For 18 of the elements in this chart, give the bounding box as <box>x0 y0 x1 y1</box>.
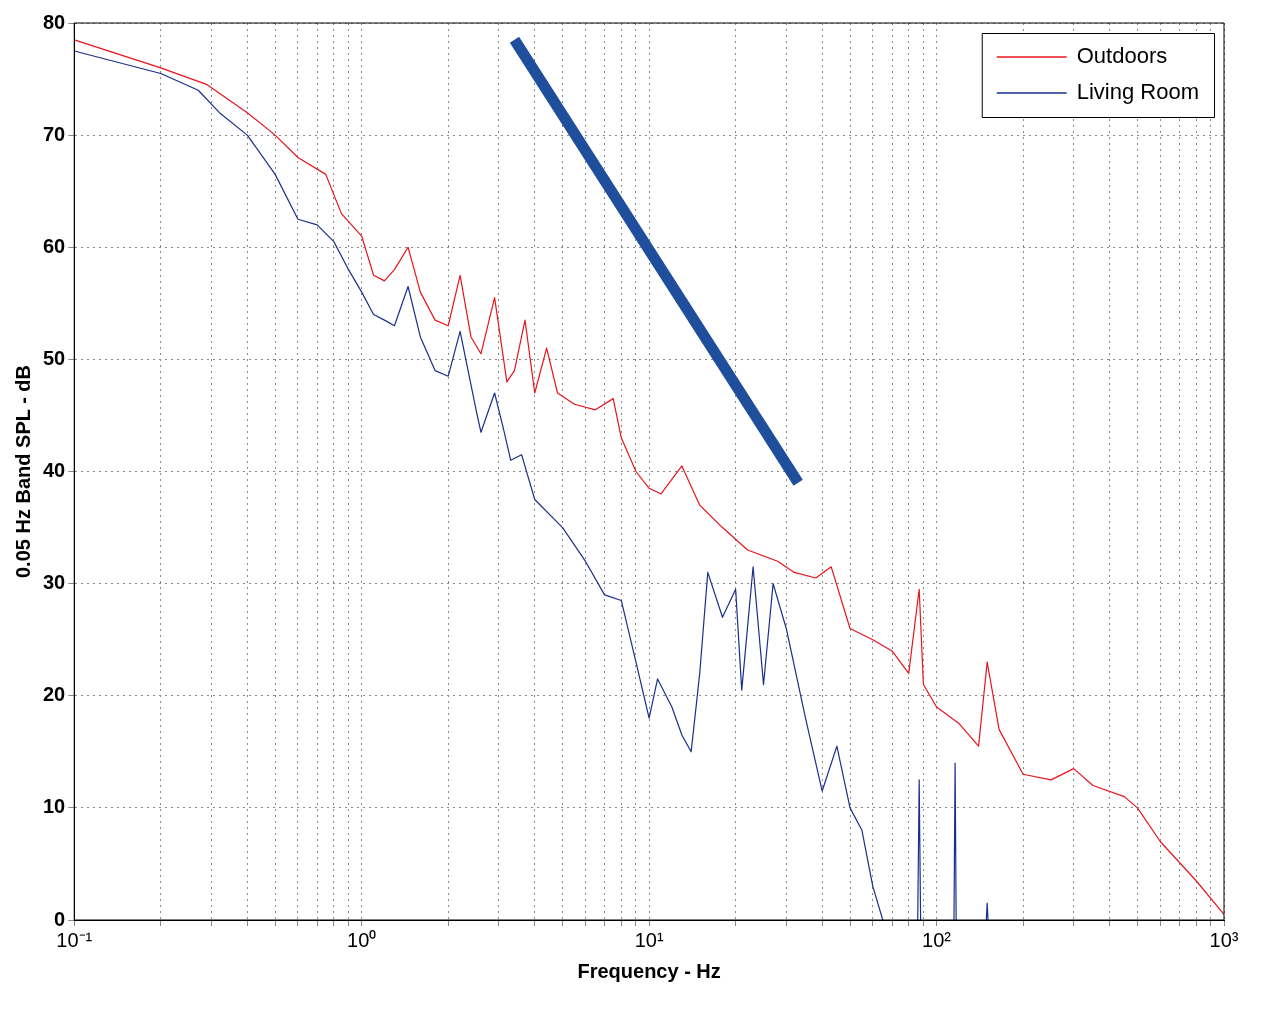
y-tick-label: 20 <box>43 683 66 706</box>
y-axis-title: 0.05 Hz Band SPL - dB <box>11 364 34 579</box>
x-tick-label: 10⁰ <box>347 928 377 951</box>
y-tick-label: 40 <box>43 459 66 482</box>
x-tick-label: 10³ <box>1209 928 1239 951</box>
y-tick-label: 10 <box>43 795 66 818</box>
x-axis-title: Frequency - Hz <box>577 959 721 982</box>
y-tick-label: 60 <box>43 234 66 257</box>
y-tick-label: 70 <box>43 122 66 145</box>
y-tick-label: 30 <box>43 571 66 594</box>
y-tick-label: 0 <box>54 907 66 930</box>
x-tick-label: 10⁻¹ <box>56 928 93 951</box>
x-tick-label: 10² <box>922 928 952 951</box>
legend-label: Outdoors <box>1076 43 1168 69</box>
x-tick-label: 10¹ <box>634 928 664 951</box>
y-tick-label: 80 <box>43 10 66 33</box>
y-tick-label: 50 <box>43 346 66 369</box>
legend-label: Living Room <box>1076 79 1199 105</box>
